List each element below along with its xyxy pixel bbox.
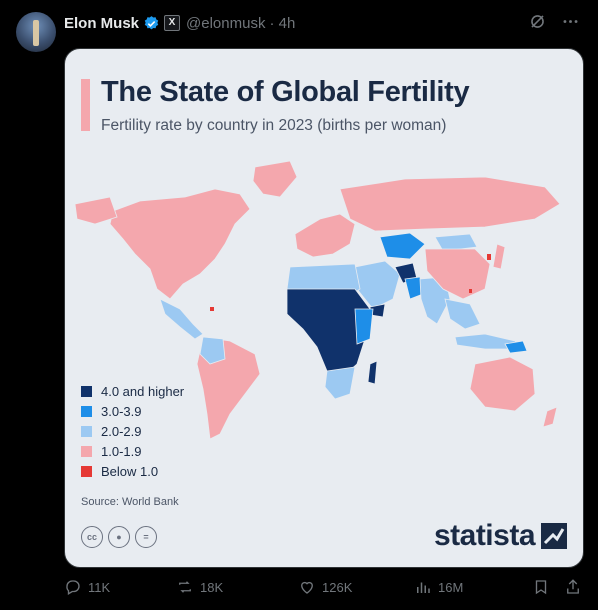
post-header: Elon Musk X @elonmusk · 4h <box>64 13 295 33</box>
like-count: 126K <box>322 579 353 595</box>
no-derivatives-icon: = <box>135 526 157 548</box>
more-icon[interactable] <box>561 12 580 31</box>
bookmark-icon <box>535 580 547 595</box>
views-count: 16M <box>438 579 464 595</box>
legend-swatch <box>81 425 92 437</box>
reply-button[interactable]: 11K <box>64 578 110 596</box>
legend-swatch <box>81 385 92 397</box>
map-new-zealand <box>542 406 558 428</box>
repost-count: 18K <box>200 579 224 595</box>
verified-icon <box>144 15 159 29</box>
author-name[interactable]: Elon Musk <box>64 14 140 32</box>
share-icon <box>567 579 579 594</box>
reply-icon <box>66 580 80 595</box>
repost-button[interactable]: 18K <box>176 578 223 596</box>
map-australia <box>469 356 536 412</box>
infographic-card[interactable]: The State of Global Fertility Fertility … <box>64 48 584 568</box>
legend-swatch <box>81 465 92 477</box>
statista-mark-icon <box>541 523 567 549</box>
map-russia <box>339 176 561 232</box>
cc-icon: cc <box>81 526 103 548</box>
reply-count: 11K <box>88 579 111 595</box>
infographic-subtitle: Fertility rate by country in 2023 (birth… <box>101 117 447 134</box>
post-time[interactable]: · 4h <box>269 14 296 32</box>
map-hongkong-marker <box>469 289 472 293</box>
top-actions <box>528 12 580 31</box>
map-korea-marker <box>487 254 491 260</box>
legend: 4.0 and higher 3.0-3.9 2.0-2.9 1.0-1.9 B… <box>81 381 184 481</box>
infographic-title: The State of Global Fertility <box>101 76 470 108</box>
repost-icon <box>179 581 191 593</box>
map-madagascar <box>367 360 378 385</box>
legend-swatch <box>81 445 92 457</box>
views-button[interactable]: 16M <box>414 578 463 596</box>
map-greenland <box>252 160 298 198</box>
source-note: Source: World Bank <box>81 496 179 508</box>
world-fertility-map <box>74 160 561 440</box>
title-accent-bar <box>81 79 90 131</box>
avatar[interactable] <box>16 12 56 52</box>
license-icons: cc ● = <box>81 526 157 548</box>
map-central-america <box>159 298 204 340</box>
map-southern-africa <box>324 366 356 400</box>
map-mongolia <box>434 233 478 252</box>
like-icon <box>301 581 313 594</box>
grok-icon[interactable] <box>528 12 547 31</box>
map-southeast-asia <box>444 298 481 330</box>
attribution-icon: ● <box>108 526 130 548</box>
bookmark-button[interactable] <box>532 578 556 596</box>
statista-logo: statista <box>434 519 567 553</box>
legend-item: 3.0-3.9 <box>81 401 184 421</box>
map-central-asia <box>379 232 426 260</box>
map-south-america-north <box>199 336 226 365</box>
legend-item: Below 1.0 <box>81 461 184 481</box>
legend-item: 2.0-2.9 <box>81 421 184 441</box>
map-caribbean-marker <box>210 307 214 311</box>
map-east-africa <box>354 308 374 345</box>
post-actions: 11K 18K 126K 16M <box>64 578 584 600</box>
map-papua <box>504 340 528 354</box>
legend-item: 1.0-1.9 <box>81 441 184 461</box>
views-icon <box>417 582 430 593</box>
author-handle[interactable]: @elonmusk <box>186 14 266 32</box>
map-europe <box>294 213 356 258</box>
map-north-america <box>109 188 251 300</box>
share-button[interactable] <box>564 578 588 596</box>
legend-swatch <box>81 405 92 417</box>
brand-name: statista <box>433 519 536 552</box>
map-alaska <box>74 196 118 225</box>
x-badge-icon: X <box>164 15 181 31</box>
like-button[interactable]: 126K <box>298 578 352 596</box>
map-japan <box>492 243 506 270</box>
map-china <box>424 248 491 300</box>
legend-item: 4.0 and higher <box>81 381 184 401</box>
